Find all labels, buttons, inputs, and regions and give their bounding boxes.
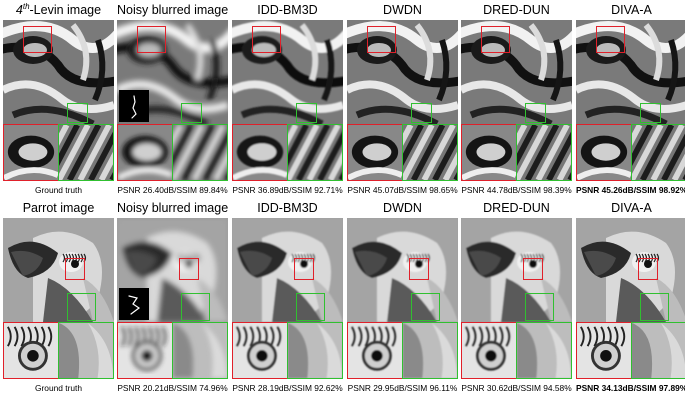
red-roi-box bbox=[65, 258, 85, 280]
green-roi-box bbox=[411, 103, 432, 123]
levin-noisy-column: Noisy blurred image PSNR 26.40dB/SSIM 89… bbox=[117, 0, 228, 197]
column-title: IDD-BM3D bbox=[257, 3, 318, 17]
column-title: DRED-DUN bbox=[483, 3, 550, 17]
green-zoom-inset bbox=[172, 124, 228, 181]
levin-idd-bm3d-column: IDD-BM3D PSNR 36.89dB/SSIM 92.71% bbox=[232, 0, 343, 197]
result-panel bbox=[3, 218, 114, 379]
metrics-caption: PSNR 28.19dB/SSIM 92.62% bbox=[232, 383, 343, 393]
green-zoom-inset bbox=[402, 322, 458, 379]
parrot-dred-dun-column: DRED-DUN PSNR 30.62dB/SSIM 94.58% bbox=[461, 198, 572, 395]
metrics-caption: PSNR 44.78dB/SSIM 98.39% bbox=[461, 185, 572, 195]
parrot-noisy-column: Noisy blurred image PSNR 20.21dB/ bbox=[117, 198, 228, 395]
blur-kernel-inset bbox=[119, 90, 149, 122]
metrics-caption: PSNR 34.13dB/SSIM 97.89% bbox=[576, 383, 685, 393]
column-title: IDD-BM3D bbox=[257, 201, 318, 215]
green-zoom-inset bbox=[516, 124, 572, 181]
green-zoom-inset bbox=[402, 124, 458, 181]
red-roi-box bbox=[179, 258, 199, 280]
metrics-caption: Ground truth bbox=[34, 185, 83, 195]
result-panel bbox=[3, 20, 114, 181]
result-panel bbox=[117, 218, 228, 379]
column-title: DRED-DUN bbox=[483, 201, 550, 215]
column-title: Parrot image bbox=[22, 201, 95, 215]
red-roi-box bbox=[294, 258, 314, 280]
red-zoom-inset bbox=[576, 322, 632, 379]
column-title: DIVA-A bbox=[611, 3, 652, 17]
green-zoom-inset bbox=[631, 322, 685, 379]
metrics-caption: PSNR 29.95dB/SSIM 96.11% bbox=[347, 383, 458, 393]
metrics-caption: PSNR 36.89dB/SSIM 92.71% bbox=[232, 185, 343, 195]
green-zoom-inset bbox=[516, 322, 572, 379]
parrot-ground-truth-column: Parrot image Ground truth bbox=[3, 198, 114, 395]
red-zoom-inset bbox=[232, 124, 288, 181]
column-title: DWDN bbox=[383, 3, 422, 17]
green-roi-box bbox=[640, 103, 661, 123]
column-title: Noisy blurred image bbox=[117, 3, 228, 17]
result-panel bbox=[576, 218, 685, 379]
result-panel bbox=[117, 20, 228, 181]
column-title: DWDN bbox=[383, 201, 422, 215]
green-zoom-inset bbox=[287, 322, 343, 379]
red-roi-box bbox=[638, 258, 658, 280]
red-roi-box bbox=[23, 26, 52, 53]
metrics-caption: PSNR 26.40dB/SSIM 89.84% bbox=[117, 185, 228, 195]
green-roi-box bbox=[181, 103, 202, 123]
red-zoom-inset bbox=[347, 322, 403, 379]
red-zoom-inset bbox=[232, 322, 288, 379]
red-roi-box bbox=[252, 26, 281, 53]
green-zoom-inset bbox=[58, 322, 114, 379]
green-roi-box bbox=[67, 293, 96, 321]
metrics-caption: PSNR 30.62dB/SSIM 94.58% bbox=[461, 383, 572, 393]
red-roi-box bbox=[367, 26, 396, 53]
levin-dwdn-column: DWDN PSNR 45.07dB/SSIM 98.65% bbox=[347, 0, 458, 197]
levin-dred-dun-column: DRED-DUN PSNR 44.78dB/SSIM 98.39% bbox=[461, 0, 572, 197]
metrics-caption: Ground truth bbox=[34, 383, 83, 393]
result-panel bbox=[461, 218, 572, 379]
red-roi-box bbox=[596, 26, 625, 53]
green-roi-box bbox=[296, 103, 317, 123]
green-roi-box bbox=[525, 103, 546, 123]
metrics-caption: PSNR 45.26dB/SSIM 98.92% bbox=[576, 185, 685, 195]
levin-diva-a-column: DIVA-A PSNR 45.26dB/SSIM 98.92% bbox=[576, 0, 685, 197]
metrics-caption: PSNR 20.21dB/SSIM 74.96% bbox=[117, 383, 228, 393]
column-title: DIVA-A bbox=[611, 201, 652, 215]
red-zoom-inset bbox=[117, 322, 173, 379]
result-panel bbox=[576, 20, 685, 181]
red-zoom-inset bbox=[347, 124, 403, 181]
result-panel bbox=[232, 218, 343, 379]
red-roi-box bbox=[481, 26, 510, 53]
column-title: Noisy blurred image bbox=[117, 201, 228, 215]
red-zoom-inset bbox=[576, 124, 632, 181]
parrot-idd-bm3d-column: IDD-BM3D PSNR 28.19dB/SSIM 92.62% bbox=[232, 198, 343, 395]
levin-ground-truth-column: 4th-Levin image Ground truth bbox=[3, 0, 114, 197]
blur-kernel-inset bbox=[119, 288, 149, 320]
green-zoom-inset bbox=[172, 322, 228, 379]
result-panel bbox=[232, 20, 343, 181]
red-zoom-inset bbox=[117, 124, 173, 181]
red-roi-box bbox=[137, 26, 166, 53]
green-roi-box bbox=[67, 103, 88, 123]
parrot-diva-a-column: DIVA-A PSNR 34.13dB/SSIM 97.89% bbox=[576, 198, 685, 395]
green-zoom-inset bbox=[58, 124, 114, 181]
result-panel bbox=[461, 20, 572, 181]
green-roi-box bbox=[411, 293, 440, 321]
green-roi-box bbox=[296, 293, 325, 321]
result-panel bbox=[347, 20, 458, 181]
red-roi-box bbox=[409, 258, 429, 280]
parrot-dwdn-column: DWDN PSNR 29.95dB/SSIM 96.11% bbox=[347, 198, 458, 395]
result-panel bbox=[347, 218, 458, 379]
green-zoom-inset bbox=[631, 124, 685, 181]
red-roi-box bbox=[523, 258, 543, 280]
red-zoom-inset bbox=[3, 322, 59, 379]
column-title: 4th-Levin image bbox=[15, 1, 102, 17]
green-roi-box bbox=[181, 293, 210, 321]
metrics-caption: PSNR 45.07dB/SSIM 98.65% bbox=[347, 185, 458, 195]
red-zoom-inset bbox=[461, 322, 517, 379]
red-zoom-inset bbox=[461, 124, 517, 181]
red-zoom-inset bbox=[3, 124, 59, 181]
green-roi-box bbox=[640, 293, 669, 321]
green-zoom-inset bbox=[287, 124, 343, 181]
green-roi-box bbox=[525, 293, 554, 321]
